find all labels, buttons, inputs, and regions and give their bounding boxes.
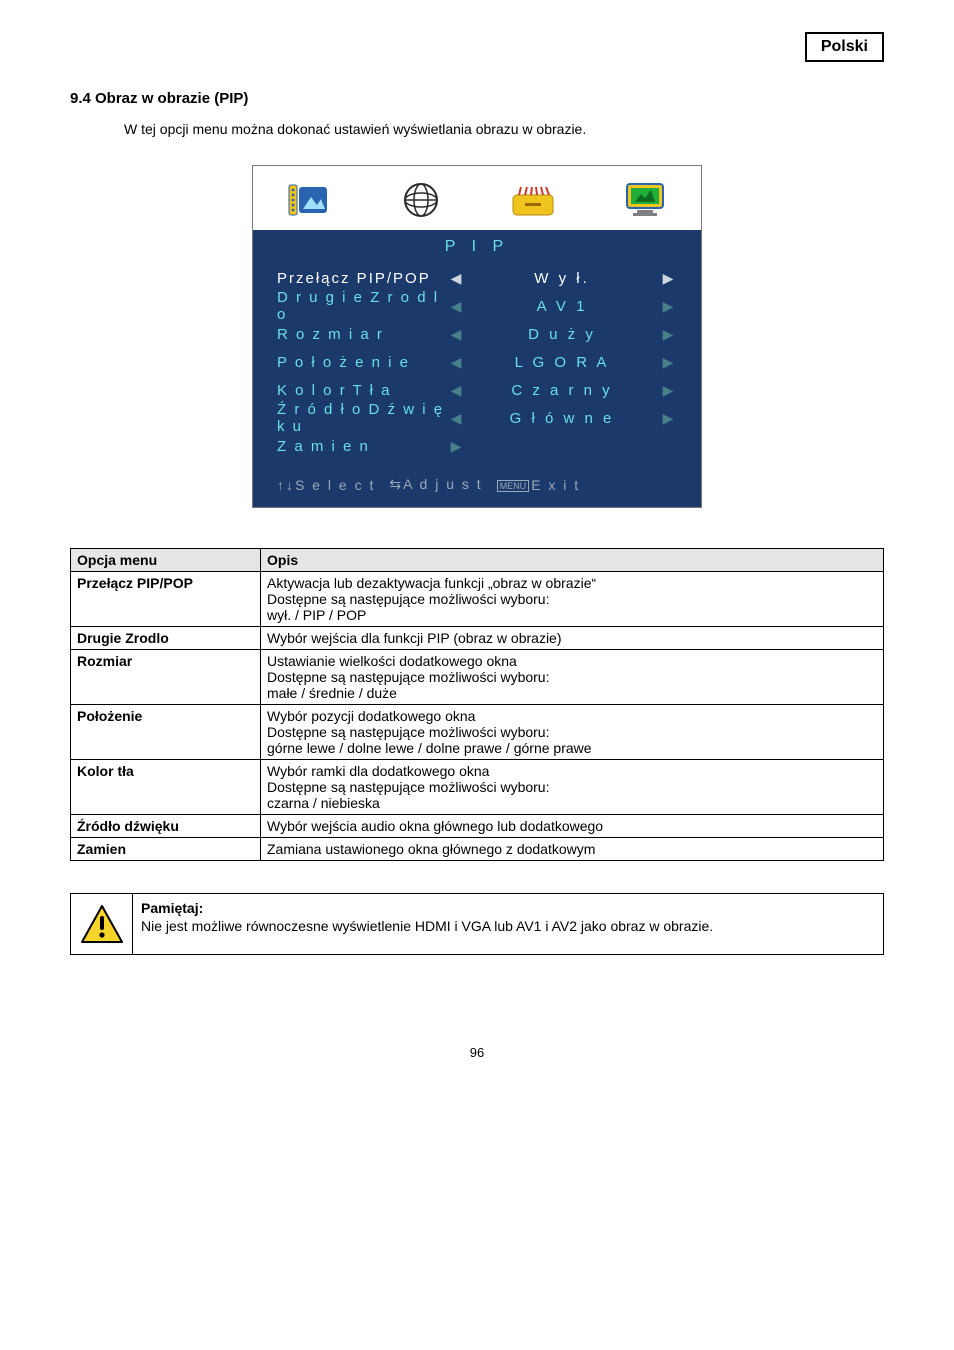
note-body: Nie jest możliwe równoczesne wyświetleni… bbox=[141, 918, 713, 934]
table-row-desc: Zamiana ustawionego okna głównego z doda… bbox=[261, 838, 884, 861]
right-arrow-icon: ▶ bbox=[659, 270, 677, 287]
table-row-name: Przełącz PIP/POP bbox=[71, 572, 261, 627]
osd-row-label: Ź r ó d ł o D ź w i ę k u bbox=[277, 401, 447, 435]
osd-menu-row: Ź r ó d ł o D ź w i ę k u◀G ł ó w n e▶ bbox=[277, 404, 677, 432]
table-row-desc: Wybór wejścia dla funkcji PIP (obraz w o… bbox=[261, 627, 884, 650]
osd-row-value: C z a r n y bbox=[465, 382, 659, 399]
osd-row-value: A V 1 bbox=[465, 298, 659, 315]
table-header-col2: Opis bbox=[261, 549, 884, 572]
osd-row-value: G ł ó w n e bbox=[465, 410, 659, 427]
left-arrow-icon: ▶ bbox=[447, 438, 465, 455]
table-row: PołożenieWybór pozycji dodatkowego oknaD… bbox=[71, 705, 884, 760]
table-row: Kolor tłaWybór ramki dla dodatkowego okn… bbox=[71, 760, 884, 815]
table-row-name: Położenie bbox=[71, 705, 261, 760]
table-row-name: Zamien bbox=[71, 838, 261, 861]
osd-tab-world-icon bbox=[399, 180, 443, 220]
osd-body: P I P Przełącz PIP/POP◀W y ł.▶D r u g i … bbox=[253, 230, 701, 507]
table-row: ZamienZamiana ustawionego okna głównego … bbox=[71, 838, 884, 861]
page-number: 96 bbox=[70, 1045, 884, 1060]
table-row: Drugie ZrodloWybór wejścia dla funkcji P… bbox=[71, 627, 884, 650]
table-header-col1: Opcja menu bbox=[71, 549, 261, 572]
menu-box-icon: MENU bbox=[497, 480, 530, 492]
left-arrow-icon: ◀ bbox=[447, 410, 465, 427]
table-row-desc: Wybór pozycji dodatkowego oknaDostępne s… bbox=[261, 705, 884, 760]
warning-icon bbox=[71, 894, 133, 954]
osd-tab-monitor-icon bbox=[623, 180, 667, 220]
language-badge: Polski bbox=[805, 32, 884, 62]
osd-footer-adjust: ⇆A d j u s t bbox=[389, 476, 482, 493]
options-table: Opcja menu Opis Przełącz PIP/POPAktywacj… bbox=[70, 548, 884, 861]
table-row-name: Kolor tła bbox=[71, 760, 261, 815]
note-title: Pamiętaj: bbox=[141, 900, 713, 916]
right-arrow-icon: ▶ bbox=[659, 326, 677, 343]
table-row: Przełącz PIP/POPAktywacja lub dezaktywac… bbox=[71, 572, 884, 627]
intro-text: W tej opcji menu można dokonać ustawień … bbox=[124, 121, 884, 137]
osd-menu-row: K o l o r T ł a◀C z a r n y▶ bbox=[277, 376, 677, 404]
table-row-name: Źródło dźwięku bbox=[71, 815, 261, 838]
left-arrow-icon: ◀ bbox=[447, 298, 465, 315]
osd-footer-select: ↑↓S e l e c t bbox=[277, 477, 375, 493]
osd-row-value: W y ł. bbox=[465, 270, 659, 287]
right-arrow-icon: ▶ bbox=[659, 382, 677, 399]
left-arrow-icon: ◀ bbox=[447, 382, 465, 399]
left-arrow-icon: ◀ bbox=[447, 326, 465, 343]
osd-screenshot: P I P Przełącz PIP/POP◀W y ł.▶D r u g i … bbox=[252, 165, 702, 508]
left-arrow-icon: ◀ bbox=[447, 270, 465, 287]
table-row-desc: Wybór ramki dla dodatkowego oknaDostępne… bbox=[261, 760, 884, 815]
osd-row-value: D u ż y bbox=[465, 326, 659, 343]
osd-row-label: D r u g i e Z r o d l o bbox=[277, 289, 447, 323]
table-row-desc: Aktywacja lub dezaktywacja funkcji „obra… bbox=[261, 572, 884, 627]
osd-menu-row: Przełącz PIP/POP◀W y ł.▶ bbox=[277, 264, 677, 292]
osd-title: P I P bbox=[253, 230, 701, 262]
table-row-desc: Ustawianie wielkości dodatkowego oknaDos… bbox=[261, 650, 884, 705]
table-row: Źródło dźwiękuWybór wejścia audio okna g… bbox=[71, 815, 884, 838]
osd-tab-time-icon bbox=[511, 180, 555, 220]
right-arrow-icon: ▶ bbox=[659, 298, 677, 315]
table-row-name: Rozmiar bbox=[71, 650, 261, 705]
osd-row-label: K o l o r T ł a bbox=[277, 382, 447, 399]
osd-menu-row: D r u g i e Z r o d l o◀A V 1▶ bbox=[277, 292, 677, 320]
osd-footer: ↑↓S e l e c t ⇆A d j u s t MENUE x i t bbox=[253, 466, 701, 493]
osd-menu-row: R o z m i a r◀D u ż y▶ bbox=[277, 320, 677, 348]
osd-row-label: Przełącz PIP/POP bbox=[277, 270, 447, 287]
osd-row-label: P o ł o ż e n i e bbox=[277, 354, 447, 371]
right-arrow-icon: ▶ bbox=[659, 354, 677, 371]
osd-footer-exit: MENUE x i t bbox=[497, 477, 581, 493]
osd-tab-picture-icon bbox=[287, 180, 331, 220]
osd-row-value: L G O R A bbox=[465, 354, 659, 371]
osd-menu-row: Z a m i e n▶ bbox=[277, 432, 677, 460]
table-row-desc: Wybór wejścia audio okna głównego lub do… bbox=[261, 815, 884, 838]
osd-row-label: R o z m i a r bbox=[277, 326, 447, 343]
section-heading: 9.4 Obraz w obrazie (PIP) bbox=[70, 90, 884, 107]
table-row-name: Drugie Zrodlo bbox=[71, 627, 261, 650]
left-arrow-icon: ◀ bbox=[447, 354, 465, 371]
note-box: Pamiętaj: Nie jest możliwe równoczesne w… bbox=[70, 893, 884, 955]
osd-menu-row: P o ł o ż e n i e◀L G O R A▶ bbox=[277, 348, 677, 376]
osd-tab-bar bbox=[253, 166, 701, 230]
right-arrow-icon: ▶ bbox=[659, 410, 677, 427]
osd-row-label: Z a m i e n bbox=[277, 438, 447, 455]
table-row: RozmiarUstawianie wielkości dodatkowego … bbox=[71, 650, 884, 705]
